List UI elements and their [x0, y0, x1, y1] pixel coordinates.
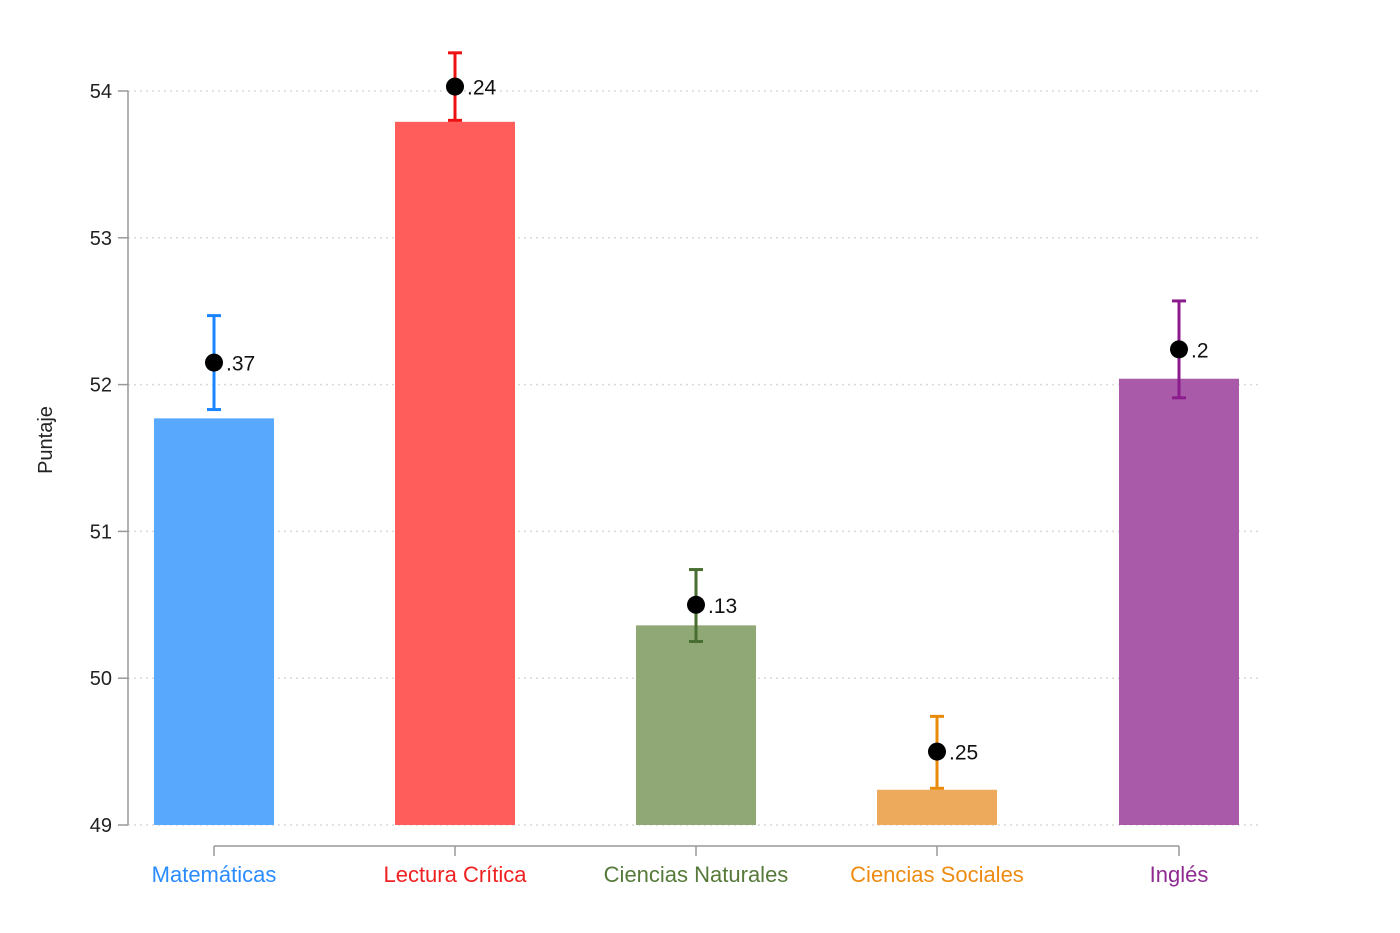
y-tick-label: 50: [90, 668, 112, 690]
data-label: .13: [708, 595, 737, 618]
x-axis: Matemáticas Lectura Crítica Ciencias Natur…: [152, 845, 1209, 887]
y-tick-label: 52: [90, 375, 112, 397]
bar: [636, 625, 756, 825]
x-tick-label: Ciencias Naturales: [604, 862, 789, 887]
y-axis: 49 50 51 52 53 54: [90, 81, 129, 837]
x-tick-label: Lectura Crítica: [383, 862, 527, 887]
point-marker: [1170, 340, 1188, 359]
bars: [154, 121, 1239, 825]
data-label: .25: [949, 742, 978, 765]
data-label: .37: [226, 353, 255, 376]
y-tick-label: 53: [90, 228, 112, 250]
y-tick-label: 49: [90, 815, 112, 837]
y-tick-label: 51: [90, 521, 112, 543]
bar: [395, 121, 515, 825]
points: .37 .24 .13 .25 .2: [205, 77, 1209, 765]
point-marker: [205, 353, 223, 372]
point-marker: [687, 595, 705, 614]
x-tick-label: Ciencias Sociales: [850, 862, 1024, 887]
bar: [877, 789, 997, 825]
point-marker: [446, 77, 464, 96]
point-marker: [928, 742, 946, 761]
bar: [154, 418, 274, 825]
y-tick-label: 54: [90, 81, 112, 103]
x-tick-label: Inglés: [1150, 862, 1209, 887]
bar: [1119, 378, 1239, 825]
x-tick-label: Matemáticas: [152, 862, 277, 887]
y-axis-title: Puntaje: [35, 406, 57, 474]
data-label: .24: [467, 77, 497, 100]
data-label: .2: [1191, 339, 1209, 362]
